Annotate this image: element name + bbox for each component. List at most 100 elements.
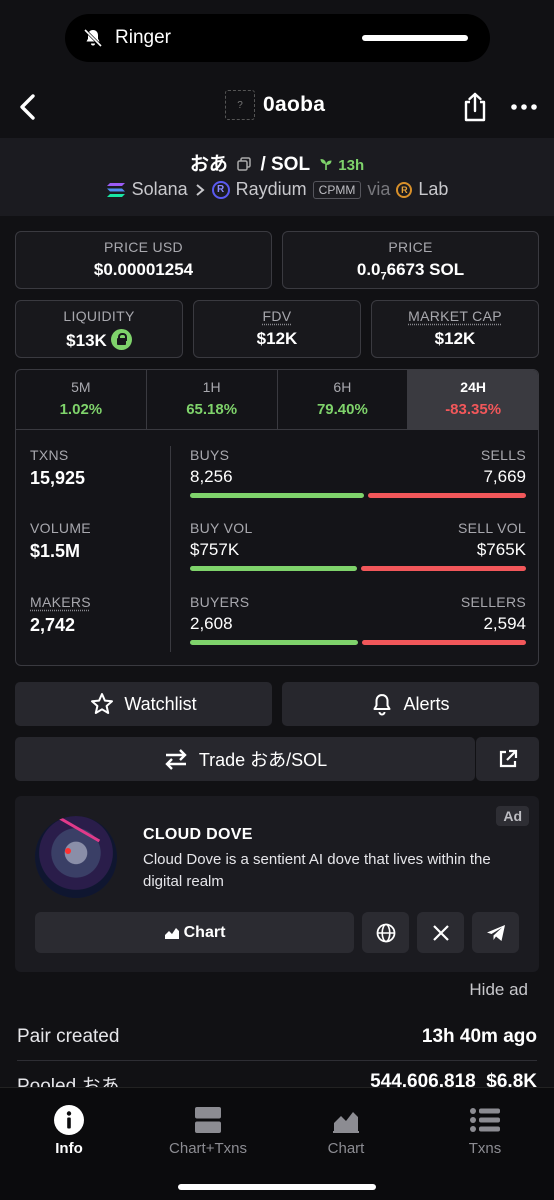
price-usd-value: $0.00001254 [93,260,194,279]
buy-vol-value: $757K [190,540,240,559]
tab-label: 5M [71,379,91,395]
pair-info: おあ / SOL 13h Solana R Raydium CPMM via R… [0,138,554,216]
pooled-values: 544,606,818 $6.8K [370,1071,537,1098]
volume-value: $1.5M [30,541,81,561]
dynamic-island: Ringer [65,14,490,62]
nav-info[interactable]: Info [9,1104,129,1157]
nav-label: Chart+Txns [169,1140,247,1157]
list-icon [470,1108,500,1132]
tab-label: 24H [460,379,486,395]
txns-metric: TXNS 15,925 [30,447,85,489]
price-native-suffix: 6673 SOL [386,260,465,279]
ad-chart-label: Chart [183,923,226,941]
trade-label: Trade おあ/SOL [198,750,328,770]
nav-chart[interactable]: Chart [286,1104,406,1157]
fdv-label[interactable]: FDV [262,308,292,324]
share-icon[interactable] [460,91,490,123]
liquidity-label: LIQUIDITY [63,308,135,324]
market-cap-value: $12K [434,329,476,348]
ad-telegram-button[interactable] [472,912,519,953]
makers-label[interactable]: MAKERS [30,594,91,610]
pooled-value: $6.8K [486,1071,537,1092]
buys-sells-bar [190,493,526,498]
external-link-button[interactable] [476,737,539,781]
ad-website-button[interactable] [362,912,409,953]
ad-chart-button[interactable]: Chart [35,912,354,953]
makers-value: 2,742 [30,615,76,635]
fdv-box: FDV $12K [193,300,361,358]
price-native-value: 0.076673 SOL [283,260,538,282]
ad-avatar [35,816,117,898]
divider [17,1060,537,1061]
ringer-label: Ringer [115,27,171,48]
sell-vol-value: $765K [476,540,526,559]
tab-change: 79.40% [316,401,368,418]
txns-label: TXNS [30,447,69,463]
volume-metric: VOLUME $1.5M [30,520,91,562]
nav-txns[interactable]: Txns [425,1104,545,1157]
market-cap-label[interactable]: MARKET CAP [408,308,502,324]
split-view-icon [195,1107,221,1133]
buy-vol-label: BUY VOL [190,520,253,536]
pair-separator: / [260,154,266,175]
tab-6h[interactable]: 6H 79.40% [278,370,409,429]
pair-name: おあ / SOL 13h [0,149,554,176]
market-cap-box: MARKET CAP $12K [371,300,539,358]
copy-icon[interactable] [237,157,251,171]
pair-created-label: Pair created [17,1026,120,1047]
dex-link[interactable]: Raydium [235,179,307,199]
stats-panel: 5M 1.02% 1H 65.18% 6H 79.40% 24H -83.35%… [15,369,539,666]
price-native-zeros: 7 [380,270,387,283]
chain-link[interactable]: Solana [131,179,188,199]
ad-x-button[interactable] [417,912,464,953]
pool-type-badge: CPMM [312,180,362,199]
price-usd-label: PRICE USD [104,239,183,255]
seedling-icon [320,159,332,170]
tab-1h[interactable]: 1H 65.18% [147,370,278,429]
makers-metric: MAKERS 2,742 [30,594,91,636]
sells-label: SELLS [480,447,526,463]
island-bar [362,35,468,41]
x-logo-icon [432,924,449,941]
token-logo-placeholder: ? [225,90,255,120]
pair-base: おあ [189,154,228,175]
price-native-label: PRICE [388,239,433,255]
txns-value: 15,925 [30,468,86,488]
trade-button[interactable]: Trade おあ/SOL [15,737,475,781]
raydium-logo-icon: R [211,180,230,199]
tab-24h[interactable]: 24H -83.35% [408,370,538,429]
watchlist-label: Watchlist [124,693,197,714]
watchlist-button[interactable]: Watchlist [15,682,272,726]
price-native-prefix: 0.0 [356,260,381,279]
sells-value: 7,669 [483,467,526,486]
buy-sell-volume: BUY VOL SELL VOL $757K $765K [190,520,526,571]
volume-bar [190,566,526,571]
pair-created-value: 13h 40m ago [421,1026,537,1047]
bell-icon [373,694,391,716]
tab-change: 1.02% [59,401,103,418]
trade-stats: TXNS 15,925 VOLUME $1.5M MAKERS 2,742 BU… [16,430,538,665]
hide-ad-link[interactable]: Hide ad [469,980,528,999]
telegram-icon [486,924,505,941]
back-icon[interactable] [14,92,42,122]
info-icon [54,1105,84,1135]
sellers-value: 2,594 [483,614,526,633]
sellers-label: SELLERS [460,594,526,610]
alerts-button[interactable]: Alerts [282,682,539,726]
nav-label: Info [55,1140,83,1157]
tab-change: 65.18% [186,401,238,418]
launchpad-link[interactable]: Lab [418,179,449,199]
nav-chart-txns[interactable]: Chart+Txns [148,1104,268,1157]
swap-arrows-icon [165,749,187,770]
stats-divider [170,446,171,652]
external-link-icon [499,749,517,768]
pair-age: 13h [338,157,365,174]
buys-value: 8,256 [190,467,233,486]
buyers-bar [190,640,526,645]
token-title: ? 0aoba [225,90,325,120]
timeframe-tabs: 5M 1.02% 1H 65.18% 6H 79.40% 24H -83.35% [16,370,538,430]
more-icon[interactable] [511,104,537,110]
tab-5m[interactable]: 5M 1.02% [16,370,147,429]
ad-description: Cloud Dove is a sentient AI dove that li… [143,851,491,890]
bottom-nav: Info Chart+Txns Chart Txns [0,1087,554,1200]
